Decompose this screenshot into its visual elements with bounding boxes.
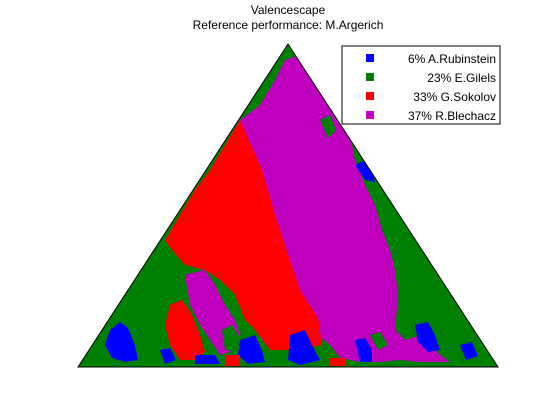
region-rubinstein-8 (460, 342, 478, 360)
chart-title: Valencescape (251, 3, 326, 17)
ternary-frame (77, 43, 499, 368)
chart-subtitle: Reference performance: M.Argerich (193, 18, 384, 32)
region-gilels-pocket-3 (370, 332, 388, 350)
region-gilels-pocket-2 (320, 115, 336, 138)
legend-label-egilels: 23% E.Gilels (427, 71, 496, 85)
legend: 6% A.Rubinstein 23% E.Gilels 33% G.Sokolov… (341, 45, 501, 125)
region-rubinstein-4 (355, 160, 375, 182)
region-rubinstein-9 (195, 355, 220, 364)
region-sokolov-speck-2 (225, 355, 240, 366)
region-rubinstein-5 (415, 322, 440, 352)
legend-label-gsokolov: 33% G.Sokolov (413, 90, 496, 104)
legend-swatch-rblechacz (366, 111, 374, 119)
region-blechacz-main (240, 55, 398, 345)
region-gilels-pocket-1 (222, 325, 240, 352)
region-rubinstein-1 (105, 322, 138, 362)
legend-label-arubinstein: 6% A.Rubinstein (408, 52, 496, 66)
region-rubinstein-6 (355, 338, 372, 362)
legend-swatch-gsokolov (366, 92, 374, 100)
region-sokolov-main (165, 120, 322, 350)
region-gilels-left (118, 240, 185, 340)
region-rubinstein-2 (288, 330, 320, 365)
legend-label-rblechacz: 37% R.Blechacz (408, 109, 496, 123)
region-sokolov-speck-1 (330, 358, 345, 366)
region-rubinstein-7 (160, 348, 176, 364)
region-map (78, 44, 498, 367)
region-rubinstein-3 (238, 335, 265, 364)
legend-swatch-arubinstein (366, 54, 374, 62)
legend-swatch-egilels (366, 73, 374, 81)
region-sokolov-left (165, 300, 205, 360)
